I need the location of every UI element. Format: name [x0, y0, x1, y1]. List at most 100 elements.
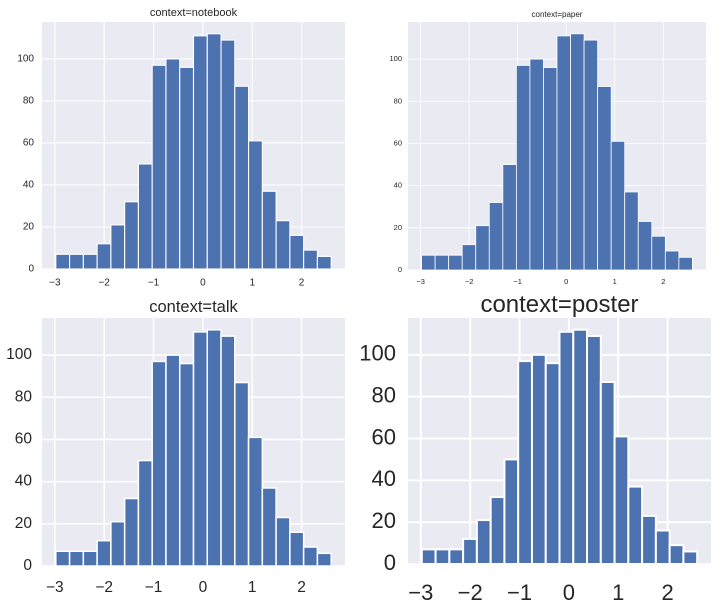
histogram-bar [502, 164, 517, 271]
histogram-bar [178, 362, 195, 567]
histogram-bar [420, 548, 437, 565]
x-tick-label: −2 [98, 278, 110, 289]
y-tick-label: 20 [394, 223, 402, 232]
histogram-bar [664, 250, 680, 271]
y-tick-label: 20 [23, 222, 35, 233]
histogram-bar [261, 190, 277, 270]
histogram-bar [68, 550, 85, 567]
x-tick-label: 0 [199, 579, 208, 596]
histogram-bar [82, 550, 98, 567]
x-tick-label: 1 [249, 278, 255, 289]
histogram-bar [165, 354, 181, 567]
histogram-bar [543, 67, 558, 271]
histogram-bar [597, 86, 612, 271]
histogram-bar [151, 360, 167, 567]
histogram-bar [289, 234, 305, 270]
histogram-bar [123, 497, 140, 567]
histogram-bar [678, 256, 693, 271]
histogram-bar [448, 254, 463, 271]
histogram-bar [503, 458, 520, 566]
histogram-bar [583, 39, 599, 271]
y-tick-label: 80 [394, 96, 402, 105]
histogram-bar [110, 224, 126, 270]
y-tick-label: 80 [372, 382, 396, 407]
subplot-title: context=talk [149, 298, 238, 316]
histogram-bar [461, 244, 477, 271]
y-tick-label: 60 [394, 138, 402, 147]
histogram-bar [55, 253, 71, 270]
histogram-bar [475, 519, 492, 565]
x-tick-label: 0 [563, 580, 575, 605]
histogram-bar [651, 235, 666, 271]
x-tick-label: 2 [299, 278, 305, 289]
x-tick-label: −3 [49, 278, 61, 289]
histogram-bar [434, 548, 451, 565]
y-tick-label: 20 [15, 515, 33, 532]
y-tick-label: 80 [15, 388, 33, 405]
x-tick-label: 2 [661, 277, 665, 286]
histogram-bar [220, 335, 236, 567]
histogram-bar [624, 191, 639, 271]
y-tick-label: 40 [15, 473, 33, 490]
histogram-bar [544, 362, 561, 566]
histogram-bar [192, 331, 209, 567]
histogram-bar [220, 39, 236, 270]
histogram-bar [137, 163, 153, 270]
x-tick-label: −2 [458, 580, 483, 605]
histogram-bar [165, 58, 181, 270]
subplot-title: context=paper [532, 10, 583, 19]
histogram-bar [82, 253, 98, 270]
histogram-bar [515, 65, 531, 271]
histogram-bar [110, 520, 126, 567]
histogram-bar [517, 360, 533, 565]
histogram-bar [599, 381, 616, 565]
x-tick-label: −1 [507, 580, 532, 605]
histogram-bar [637, 221, 653, 271]
histogram-bar [261, 487, 277, 567]
histogram-bar [316, 255, 332, 270]
x-tick-label: 2 [297, 579, 306, 596]
histogram-bar [462, 537, 478, 565]
histogram-bar [247, 436, 264, 567]
histogram-bar [206, 329, 222, 567]
y-tick-label: 100 [6, 346, 32, 363]
histogram-bar [206, 33, 222, 270]
y-tick-label: 60 [15, 431, 33, 448]
histogram-bar [234, 381, 250, 567]
histogram-bar [641, 514, 657, 565]
y-tick-label: 40 [23, 180, 35, 191]
x-tick-label: 1 [248, 579, 257, 596]
y-tick-label: 60 [372, 424, 396, 449]
histogram-bar [55, 550, 71, 567]
histogram-bar [96, 243, 112, 270]
x-tick-label: −3 [408, 580, 433, 605]
x-tick-label: 1 [613, 277, 617, 286]
x-tick-label: −3 [46, 579, 64, 596]
x-tick-label: 2 [661, 580, 673, 605]
histogram-bar [234, 85, 250, 270]
x-tick-label: −1 [148, 278, 160, 289]
y-tick-label: 0 [28, 264, 34, 275]
histogram-bar [489, 496, 506, 565]
histogram-bar [421, 254, 436, 271]
histogram-bar [586, 334, 602, 566]
y-tick-label: 100 [359, 341, 396, 366]
y-tick-label: 20 [372, 508, 396, 533]
subplot-title: context=poster [480, 291, 638, 318]
y-tick-label: 40 [394, 181, 402, 190]
y-tick-label: 0 [23, 557, 32, 574]
x-tick-label: −1 [145, 579, 163, 596]
x-tick-label: 1 [612, 580, 624, 605]
histogram-bar [613, 435, 630, 565]
subplot-title: context=notebook [150, 7, 238, 19]
histogram-bar [529, 58, 544, 271]
histogram-bar [627, 485, 644, 566]
histogram-bar [69, 253, 84, 270]
histogram-bar [556, 35, 571, 271]
y-tick-label: 0 [398, 265, 402, 274]
histogram-bar [289, 531, 305, 567]
y-tick-label: 0 [384, 550, 396, 575]
